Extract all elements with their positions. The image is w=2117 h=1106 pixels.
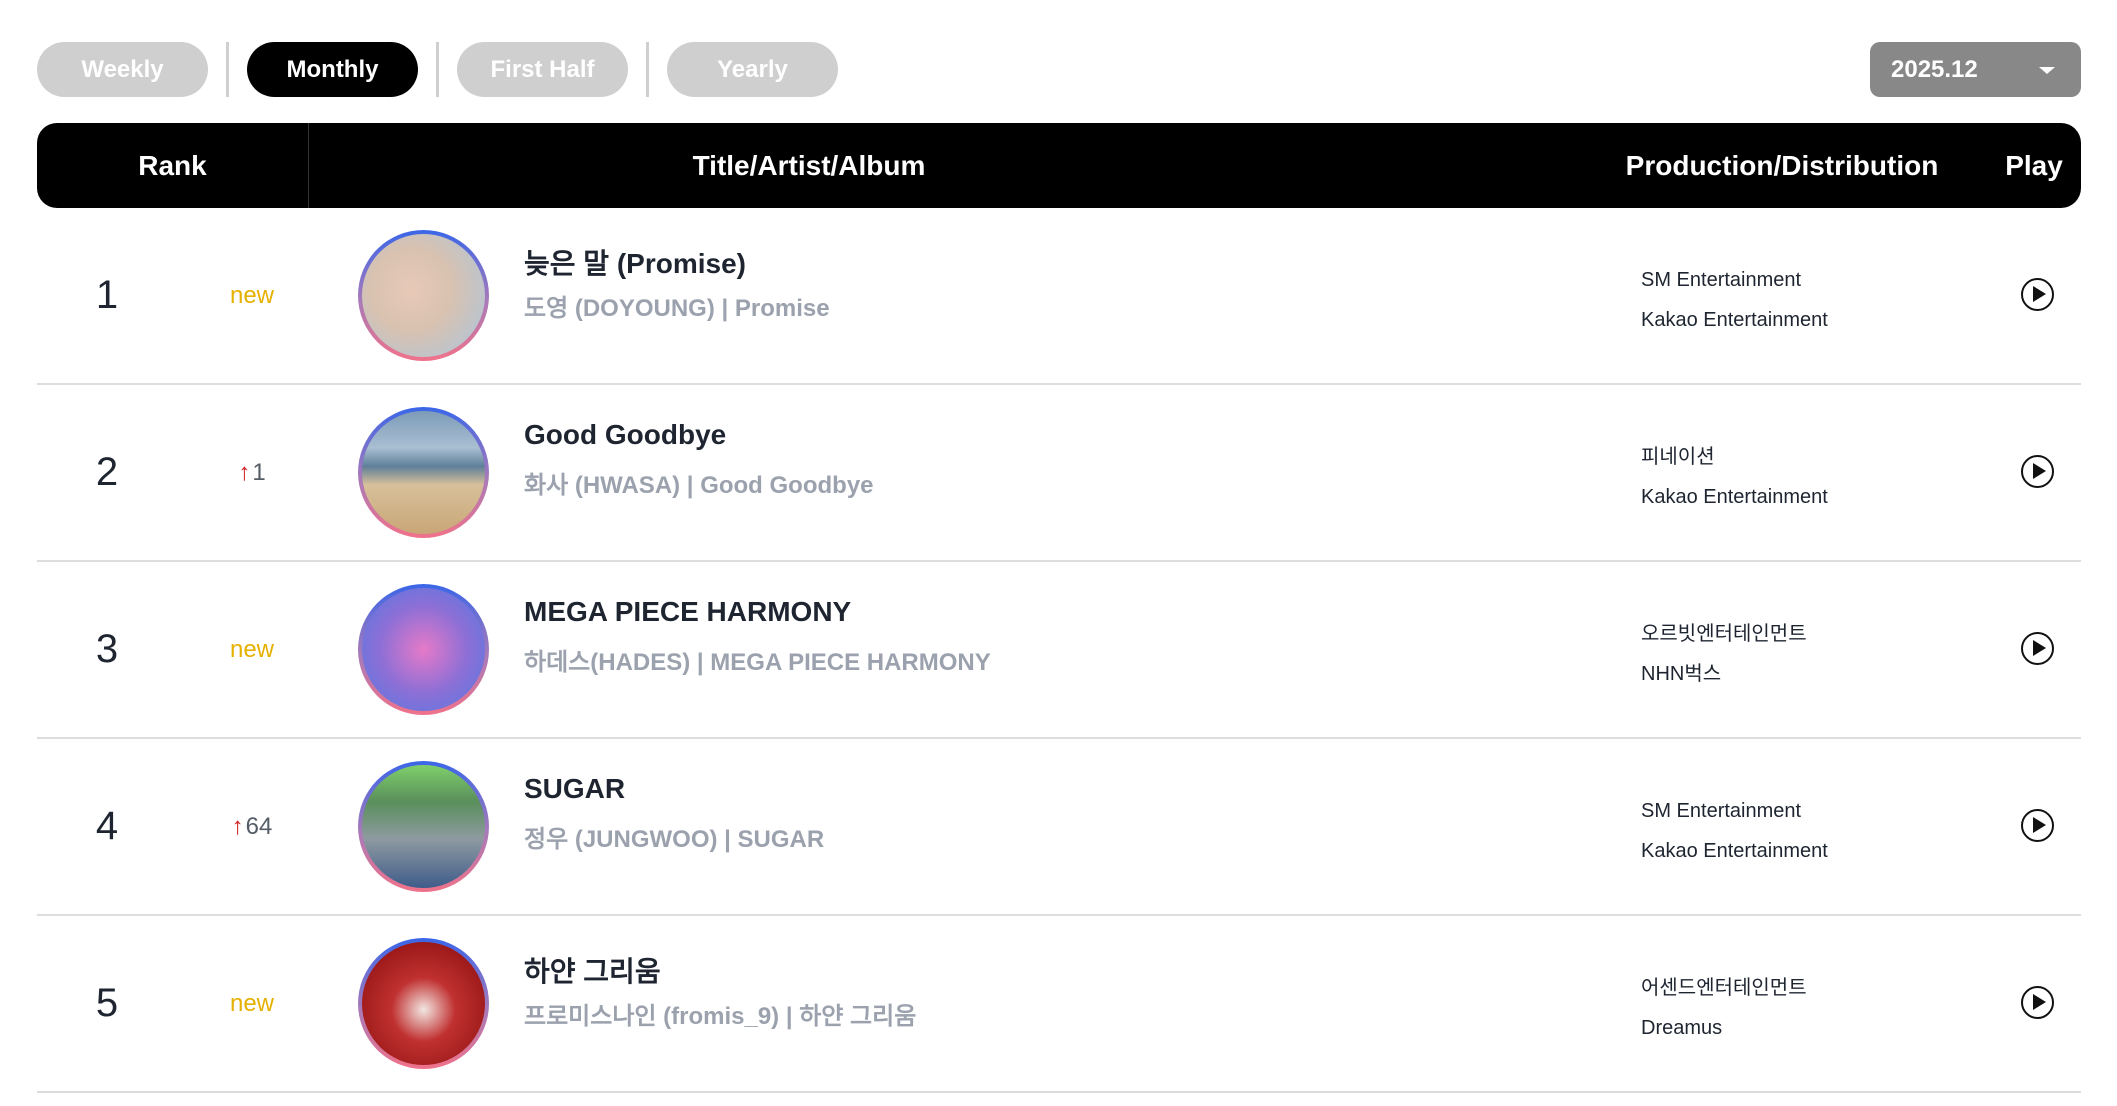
rank-change: ↑ 64 (207, 739, 297, 914)
artist-album: 도영 (DOYOUNG) | Promise (524, 295, 830, 322)
divider (436, 42, 439, 97)
play-icon[interactable] (2021, 986, 2054, 1019)
table-header: Rank Title/Artist/Album Production/Distr… (37, 123, 2081, 208)
production: 어센드엔터테인먼트 (1641, 977, 1807, 999)
album-art (358, 230, 489, 361)
table-row: 5 new 하얀 그리움 프로미스나인 (fromis_9) | 하얀 그리움 … (37, 916, 2081, 1093)
play-icon[interactable] (2021, 455, 2054, 488)
production: SM Entertainment (1641, 269, 1802, 291)
production: 피네이션 (1641, 446, 1715, 468)
production-distribution: 오르빗엔터테인먼트 NHN벅스 (1641, 614, 1807, 694)
production-distribution: SM Entertainment Kakao Entertainment (1641, 791, 1828, 871)
distribution: Kakao Entertainment (1641, 840, 1828, 862)
rank-change-new: new (229, 635, 275, 663)
rank-number: 2 (95, 450, 119, 494)
album-art (358, 938, 489, 1069)
period-select-value: 2025.12 (1891, 55, 1978, 83)
distribution: NHN벅스 (1641, 663, 1722, 685)
table-row: 4 ↑ 64 SUGAR 정우 (JUNGWOO) | SUGAR SM Ente… (37, 739, 2081, 916)
distribution: Kakao Entertainment (1641, 309, 1828, 331)
rank-number: 4 (95, 804, 119, 848)
period-select[interactable]: 2025.12 (1870, 42, 2081, 97)
header-rank: Rank (37, 123, 309, 208)
song-title[interactable]: SUGAR (524, 773, 626, 804)
rank-number: 3 (95, 627, 119, 671)
song-title[interactable]: 하얀 그리움 (524, 956, 661, 987)
rank-number: 1 (95, 273, 119, 317)
tab-weekly[interactable]: Weekly (37, 42, 208, 97)
artist-album: 화사 (HWASA) | Good Goodbye (524, 472, 874, 499)
production-distribution: 피네이션 Kakao Entertainment (1641, 437, 1828, 517)
album-art (358, 407, 489, 538)
arrow-up-icon: ↑ (238, 458, 251, 486)
table-row: 1 new 늦은 말 (Promise) 도영 (DOYOUNG) | Prom… (37, 208, 2081, 385)
rank-change: ↑ 1 (207, 385, 297, 560)
divider (646, 42, 649, 97)
tab-yearly[interactable]: Yearly (667, 42, 838, 97)
song-title[interactable]: Good Goodbye (524, 419, 727, 450)
rank-change-value: 1 (252, 458, 266, 486)
rank-number: 5 (95, 981, 119, 1025)
artist-album: 프로미스나인 (fromis_9) | 하얀 그리움 (524, 1003, 917, 1030)
album-art (358, 761, 489, 892)
album-art (358, 584, 489, 715)
play-icon[interactable] (2021, 632, 2054, 665)
tab-monthly[interactable]: Monthly (247, 42, 418, 97)
table-row: 2 ↑ 1 Good Goodbye 화사 (HWASA) | Good Good… (37, 385, 2081, 562)
header-title: Title/Artist/Album (692, 149, 926, 181)
period-tabs: Weekly Monthly First Half Yearly (37, 42, 838, 97)
play-icon[interactable] (2021, 278, 2054, 311)
distribution: Dreamus (1641, 1017, 1723, 1039)
rank-change-new: new (229, 281, 275, 309)
header-play: Play (2005, 149, 2063, 181)
production-distribution: SM Entertainment Kakao Entertainment (1641, 260, 1828, 340)
production: SM Entertainment (1641, 800, 1802, 822)
divider (226, 42, 229, 97)
tab-first-half[interactable]: First Half (457, 42, 628, 97)
song-title[interactable]: MEGA PIECE HARMONY (524, 596, 852, 627)
rank-change-value: 64 (245, 812, 273, 840)
song-title[interactable]: 늦은 말 (Promise) (524, 248, 746, 279)
production-distribution: 어센드엔터테인먼트 Dreamus (1641, 968, 1807, 1048)
distribution: Kakao Entertainment (1641, 486, 1828, 508)
caret-down-icon (2039, 67, 2055, 74)
artist-album: 정우 (JUNGWOO) | SUGAR (524, 826, 825, 853)
production: 오르빗엔터테인먼트 (1641, 623, 1807, 645)
rank-change-new: new (229, 989, 275, 1017)
artist-album: 하데스(HADES) | MEGA PIECE HARMONY (524, 649, 991, 676)
table-row: 3 new MEGA PIECE HARMONY 하데스(HADES) | ME… (37, 562, 2081, 739)
play-icon[interactable] (2021, 809, 2054, 842)
arrow-up-icon: ↑ (231, 812, 244, 840)
header-production: Production/Distribution (1625, 149, 1939, 181)
